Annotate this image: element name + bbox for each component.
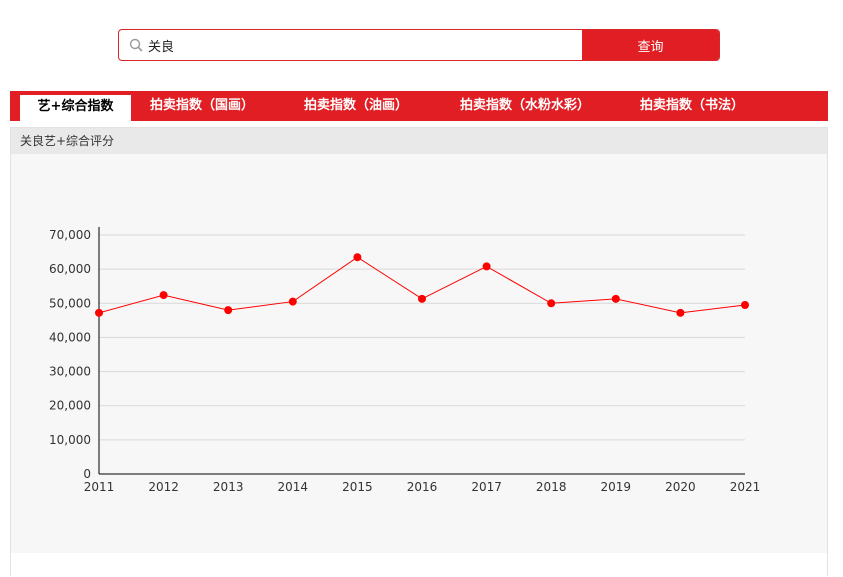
x-tick-label: 2014 [278, 480, 309, 494]
panel-title: 关良艺+综合评分 [11, 128, 827, 154]
panel-footer [11, 553, 827, 577]
x-tick-label: 2020 [665, 480, 696, 494]
series-line [98, 256, 746, 314]
tab-auction-calligraphy[interactable]: 拍卖指数（书法） [639, 98, 744, 113]
x-tick-label: 2011 [84, 480, 115, 494]
search-input[interactable] [148, 35, 568, 55]
data-point [741, 300, 749, 309]
y-tick-label: 70,000 [49, 228, 91, 242]
x-tick-label: 2016 [407, 480, 438, 494]
tab-auction-chinese-painting[interactable]: 拍卖指数（国画） [149, 98, 254, 113]
tab-bar: 艺+综合指数 拍卖指数（国画） 拍卖指数（油画） 拍卖指数（水粉水彩） 拍卖指数… [10, 91, 828, 121]
y-tick-label: 20,000 [49, 399, 91, 413]
x-tick-label: 2021 [730, 480, 761, 494]
data-point [418, 294, 426, 303]
data-point [611, 294, 620, 303]
x-tick-label: 2019 [601, 480, 632, 494]
search-button[interactable]: 查询 [582, 30, 719, 60]
search-icon [129, 38, 143, 52]
data-point [547, 299, 556, 308]
y-tick-label: 0 [83, 467, 91, 481]
data-point [95, 308, 103, 317]
search-box: 查询 [118, 29, 720, 61]
data-point [482, 262, 491, 271]
y-tick-label: 60,000 [49, 262, 91, 276]
y-tick-label: 10,000 [49, 433, 91, 447]
tab-composite-index[interactable]: 艺+综合指数 [20, 95, 131, 121]
y-tick-label: 50,000 [49, 296, 91, 310]
data-point [353, 253, 362, 262]
line-chart: 0 10,000 20,000 30,000 40,000 50,000 60,000 70,… [49, 227, 761, 494]
x-tick-label: 2017 [471, 480, 502, 494]
x-tick-label: 2013 [213, 480, 244, 494]
y-tick-label: 30,000 [49, 365, 91, 379]
x-tick-label: 2018 [536, 480, 567, 494]
chart-panel: 关良艺+综合评分 0 10,000 20,000 30,000 40,000 50,000… [10, 127, 828, 577]
x-tick-label: 2012 [148, 480, 179, 494]
y-tick-label: 40,000 [49, 330, 91, 344]
data-point [676, 308, 685, 317]
data-point [288, 297, 297, 306]
tab-auction-oil-painting[interactable]: 拍卖指数（油画） [303, 98, 408, 113]
tab-auction-watercolor[interactable]: 拍卖指数（水粉水彩） [459, 98, 590, 113]
x-tick-label: 2015 [342, 480, 373, 494]
data-point [159, 291, 168, 300]
data-point [224, 306, 233, 315]
